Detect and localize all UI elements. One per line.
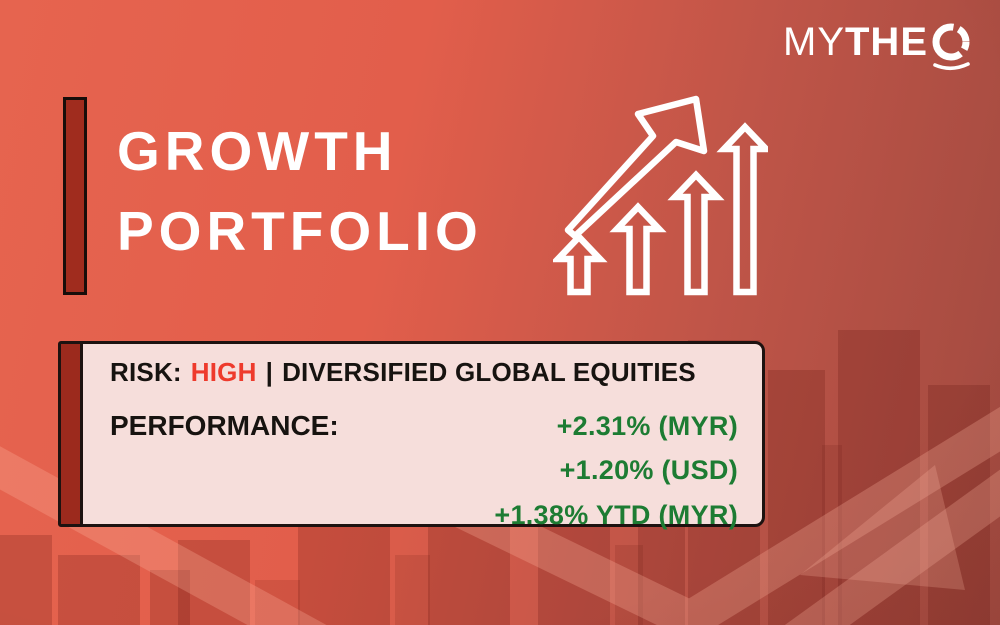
risk-line: RISK: HIGH | DIVERSIFIED GLOBAL EQUITIES: [110, 357, 738, 388]
card-accent-bar: [61, 344, 83, 524]
brand-name-bold: THE: [845, 20, 928, 64]
strategy-label: DIVERSIFIED GLOBAL EQUITIES: [282, 357, 696, 387]
title-line-1: GROWTH: [117, 120, 398, 182]
performance-row: +1.38% YTD (MYR): [110, 493, 738, 538]
card-body: RISK: HIGH | DIVERSIFIED GLOBAL EQUITIES…: [83, 344, 762, 530]
growth-arrows-icon: [550, 88, 774, 313]
performance-label: PERFORMANCE:: [110, 410, 339, 441]
brand-name-light: MY: [783, 20, 845, 64]
performance-value-myr: +2.31% (MYR): [556, 411, 738, 441]
performance-row: +1.20% (USD): [110, 448, 738, 493]
performance-value-ytd: +1.38% YTD (MYR): [494, 500, 738, 530]
performance-value-usd: +1.20% (USD): [559, 455, 738, 485]
info-card: RISK: HIGH | DIVERSIFIED GLOBAL EQUITIES…: [58, 341, 765, 530]
performance-row: PERFORMANCE: +2.31% (MYR): [110, 403, 738, 448]
title-line-2: PORTFOLIO: [117, 200, 483, 262]
risk-label: RISK:: [110, 357, 182, 387]
brand-logo: MY THE: [783, 22, 972, 73]
performance-section: PERFORMANCE: +2.31% (MYR) +1.20% (USD) +…: [110, 403, 738, 538]
risk-divider: |: [265, 357, 274, 387]
risk-value: HIGH: [190, 357, 257, 387]
page-title: GROWTH PORTFOLIO: [117, 111, 483, 271]
title-accent-bar: [63, 97, 87, 295]
brand-o-icon: [932, 23, 970, 71]
title-block: GROWTH PORTFOLIO: [63, 97, 483, 295]
